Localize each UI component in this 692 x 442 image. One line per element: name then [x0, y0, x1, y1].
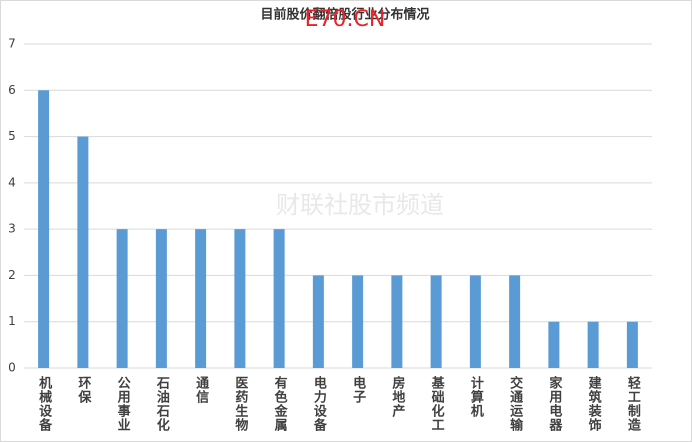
y-tick-label: 4 — [8, 175, 16, 189]
x-tick-label: 有色金属 — [272, 375, 289, 432]
bar — [195, 229, 207, 368]
x-tick-label: 计算机 — [468, 375, 484, 418]
bar — [430, 275, 442, 368]
x-tick-label: 通信 — [193, 375, 209, 404]
x-tick-label: 机械设备 — [36, 375, 53, 432]
bar — [273, 229, 285, 368]
x-tick-label: 基础化工 — [429, 375, 446, 432]
x-tick-label: 电力设备 — [311, 375, 328, 432]
bar — [587, 321, 599, 368]
bar — [77, 136, 89, 368]
x-tick-label: 医药生物 — [232, 376, 248, 432]
y-tick-label: 3 — [8, 222, 16, 236]
chart-title: 目前股价翻倍股行业分布情况 — [260, 7, 429, 23]
y-tick-label: 0 — [8, 361, 16, 375]
y-tick-label: 2 — [8, 268, 16, 282]
bar — [234, 229, 246, 368]
overlay-text: E70.CN — [305, 7, 386, 32]
x-tick-label: 电子 — [350, 375, 366, 404]
bar — [116, 229, 128, 368]
y-tick-label: 1 — [8, 314, 16, 328]
bar — [312, 275, 324, 368]
x-tick-label: 公用事业 — [115, 376, 132, 432]
watermark: 财联社股市频道 — [276, 191, 444, 219]
y-tick-label: 6 — [8, 83, 16, 97]
bar — [391, 275, 403, 368]
bar — [38, 90, 50, 369]
bar — [548, 321, 560, 368]
x-tick-label: 交通运输 — [507, 375, 523, 432]
bar — [469, 275, 481, 368]
y-tick-label: 7 — [8, 37, 16, 51]
bar — [155, 229, 167, 368]
bar — [509, 275, 521, 368]
x-tick-label: 建筑装饰 — [586, 375, 603, 432]
bar — [352, 275, 364, 368]
x-tick-label: 石油石化 — [154, 376, 171, 432]
x-tick-label: 家用电器 — [546, 375, 563, 432]
x-tick-label: 房地产 — [389, 375, 405, 418]
y-tick-label: 5 — [8, 129, 16, 143]
bar — [626, 321, 638, 368]
x-tick-label: 环保 — [75, 376, 92, 404]
x-tick-label: 轻工制造 — [625, 375, 641, 432]
